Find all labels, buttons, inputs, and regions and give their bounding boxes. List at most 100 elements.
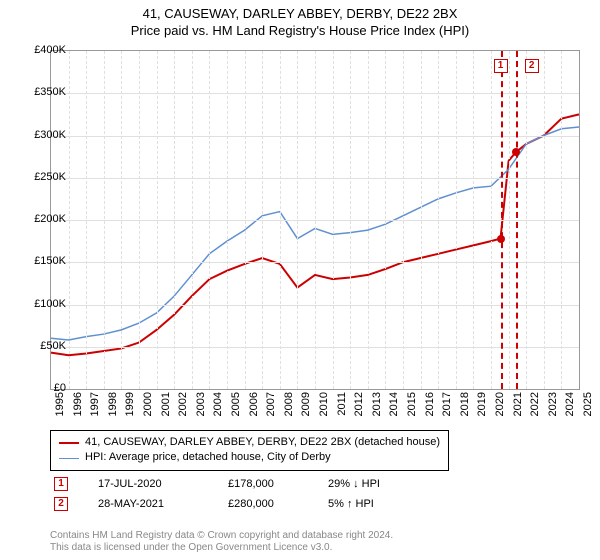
x-tick-label: 2011 <box>336 392 348 416</box>
gridline-v <box>192 51 193 389</box>
x-tick-label: 2004 <box>212 392 224 416</box>
gridline-v <box>227 51 228 389</box>
gridline-v <box>526 51 527 389</box>
x-tick-label: 2016 <box>424 392 436 416</box>
x-tick-label: 1998 <box>107 392 119 416</box>
sale-row: 1 17-JUL-2020 £178,000 29% ↓ HPI <box>50 477 580 491</box>
gridline-v <box>438 51 439 389</box>
x-tick-label: 2021 <box>512 392 524 416</box>
x-tick-label: 2001 <box>160 392 172 416</box>
x-tick-label: 2024 <box>564 392 576 416</box>
sale-marker-point <box>497 235 505 243</box>
sale-delta: 29% ↓ HPI <box>328 478 398 490</box>
gridline-v <box>315 51 316 389</box>
sale-row-badge: 1 <box>54 477 68 491</box>
chart-title: 41, CAUSEWAY, DARLEY ABBEY, DERBY, DE22 … <box>0 0 600 23</box>
legend-box: 41, CAUSEWAY, DARLEY ABBEY, DERBY, DE22 … <box>50 430 449 471</box>
sale-price: £178,000 <box>228 478 298 490</box>
gridline-v <box>421 51 422 389</box>
gridline-v <box>385 51 386 389</box>
x-tick-label: 2023 <box>547 392 559 416</box>
legend-row: 41, CAUSEWAY, DARLEY ABBEY, DERBY, DE22 … <box>59 435 440 450</box>
y-tick-label: £150K <box>34 255 66 267</box>
legend-row: HPI: Average price, detached house, City… <box>59 450 440 465</box>
x-tick-label: 2015 <box>406 392 418 416</box>
gridline-v <box>262 51 263 389</box>
x-tick-label: 2014 <box>388 392 400 416</box>
x-tick-label: 1996 <box>72 392 84 416</box>
x-tick-label: 2006 <box>248 392 260 416</box>
x-tick-label: 2009 <box>300 392 312 416</box>
gridline-v <box>139 51 140 389</box>
footer-text: Contains HM Land Registry data © Crown c… <box>50 530 393 554</box>
sale-marker-vline <box>516 51 518 389</box>
gridline-v <box>245 51 246 389</box>
sale-marker-point <box>512 148 520 156</box>
x-tick-label: 2019 <box>476 392 488 416</box>
x-tick-label: 1997 <box>89 392 101 416</box>
legend-swatch <box>59 442 79 444</box>
sale-price: £280,000 <box>228 498 298 510</box>
y-tick-label: £250K <box>34 171 66 183</box>
plot-area: 12 <box>50 50 580 390</box>
gridline-v <box>491 51 492 389</box>
x-tick-label: 2007 <box>265 392 277 416</box>
gridline-v <box>209 51 210 389</box>
chart-subtitle: Price paid vs. HM Land Registry's House … <box>0 23 600 42</box>
gridline-v <box>350 51 351 389</box>
gridline-v <box>368 51 369 389</box>
sale-marker-badge: 1 <box>494 59 508 73</box>
gridline-v <box>333 51 334 389</box>
gridline-v <box>157 51 158 389</box>
y-tick-label: £100K <box>34 298 66 310</box>
gridline-v <box>473 51 474 389</box>
x-tick-label: 2000 <box>142 392 154 416</box>
x-tick-label: 2008 <box>283 392 295 416</box>
sales-table: 1 17-JUL-2020 £178,000 29% ↓ HPI 2 28-MAY-202… <box>50 477 580 511</box>
gridline-v <box>174 51 175 389</box>
sale-delta: 5% ↑ HPI <box>328 498 398 510</box>
footer-line-2: This data is licensed under the Open Gov… <box>50 542 393 554</box>
chart-container: { "title": "41, CAUSEWAY, DARLEY ABBEY, … <box>0 0 600 560</box>
gridline-v <box>104 51 105 389</box>
gridline-v <box>280 51 281 389</box>
gridline-v <box>297 51 298 389</box>
x-tick-label: 2003 <box>195 392 207 416</box>
gridline-v <box>509 51 510 389</box>
x-tick-label: 2020 <box>494 392 506 416</box>
x-tick-label: 2018 <box>459 392 471 416</box>
x-tick-label: 2002 <box>177 392 189 416</box>
gridline-v <box>86 51 87 389</box>
x-tick-label: 2013 <box>371 392 383 416</box>
x-tick-label: 2025 <box>582 392 594 416</box>
legend-label: 41, CAUSEWAY, DARLEY ABBEY, DERBY, DE22 … <box>85 435 440 450</box>
y-tick-label: £200K <box>34 213 66 225</box>
sale-marker-badge: 2 <box>525 59 539 73</box>
y-tick-label: £350K <box>34 86 66 98</box>
gridline-v <box>561 51 562 389</box>
gridline-v <box>403 51 404 389</box>
gridline-v <box>544 51 545 389</box>
x-tick-label: 2017 <box>441 392 453 416</box>
x-tick-label: 2022 <box>529 392 541 416</box>
y-tick-label: £300K <box>34 129 66 141</box>
gridline-v <box>121 51 122 389</box>
x-tick-label: 1999 <box>124 392 136 416</box>
legend-area: 41, CAUSEWAY, DARLEY ABBEY, DERBY, DE22 … <box>50 430 580 511</box>
x-tick-label: 2012 <box>353 392 365 416</box>
gridline-v <box>456 51 457 389</box>
sale-row-badge: 2 <box>54 497 68 511</box>
x-tick-label: 1995 <box>54 392 66 416</box>
sale-row: 2 28-MAY-2021 £280,000 5% ↑ HPI <box>50 497 580 511</box>
sale-date: 17-JUL-2020 <box>98 478 198 490</box>
y-tick-label: £400K <box>34 44 66 56</box>
sale-marker-vline <box>501 51 503 389</box>
sale-date: 28-MAY-2021 <box>98 498 198 510</box>
gridline-v <box>69 51 70 389</box>
footer-line-1: Contains HM Land Registry data © Crown c… <box>50 530 393 542</box>
y-tick-label: £50K <box>40 340 66 352</box>
x-tick-label: 2010 <box>318 392 330 416</box>
legend-swatch <box>59 458 79 459</box>
legend-label: HPI: Average price, detached house, City… <box>85 450 331 465</box>
x-tick-label: 2005 <box>230 392 242 416</box>
